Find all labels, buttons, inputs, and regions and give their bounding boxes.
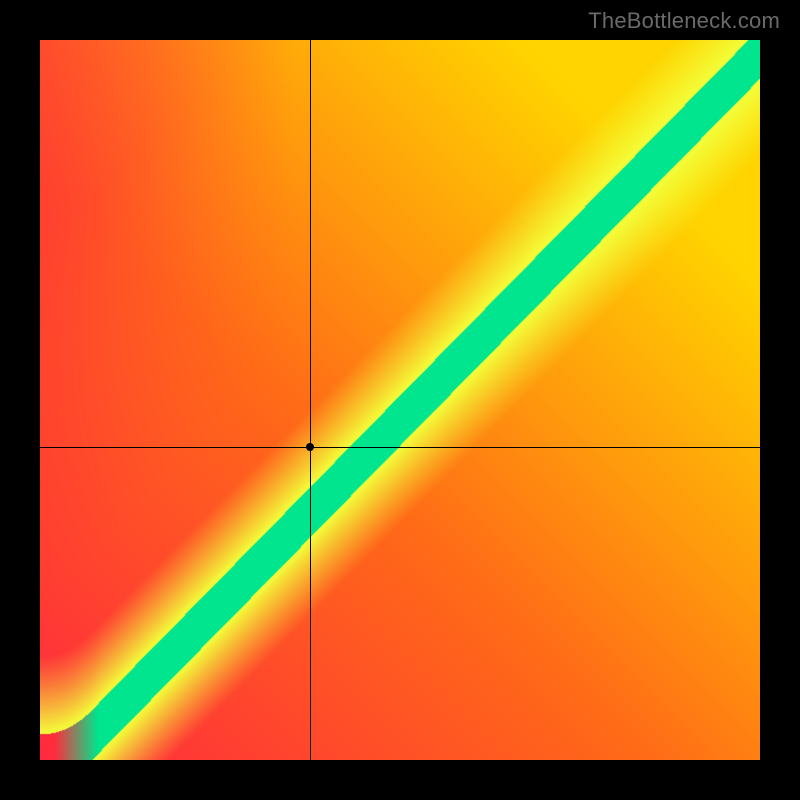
crosshair-horizontal xyxy=(40,447,760,448)
heatmap-chart xyxy=(40,40,760,760)
heatmap-canvas xyxy=(40,40,760,760)
marker-dot xyxy=(306,443,314,451)
watermark-text: TheBottleneck.com xyxy=(588,8,780,34)
crosshair-vertical xyxy=(310,40,311,760)
